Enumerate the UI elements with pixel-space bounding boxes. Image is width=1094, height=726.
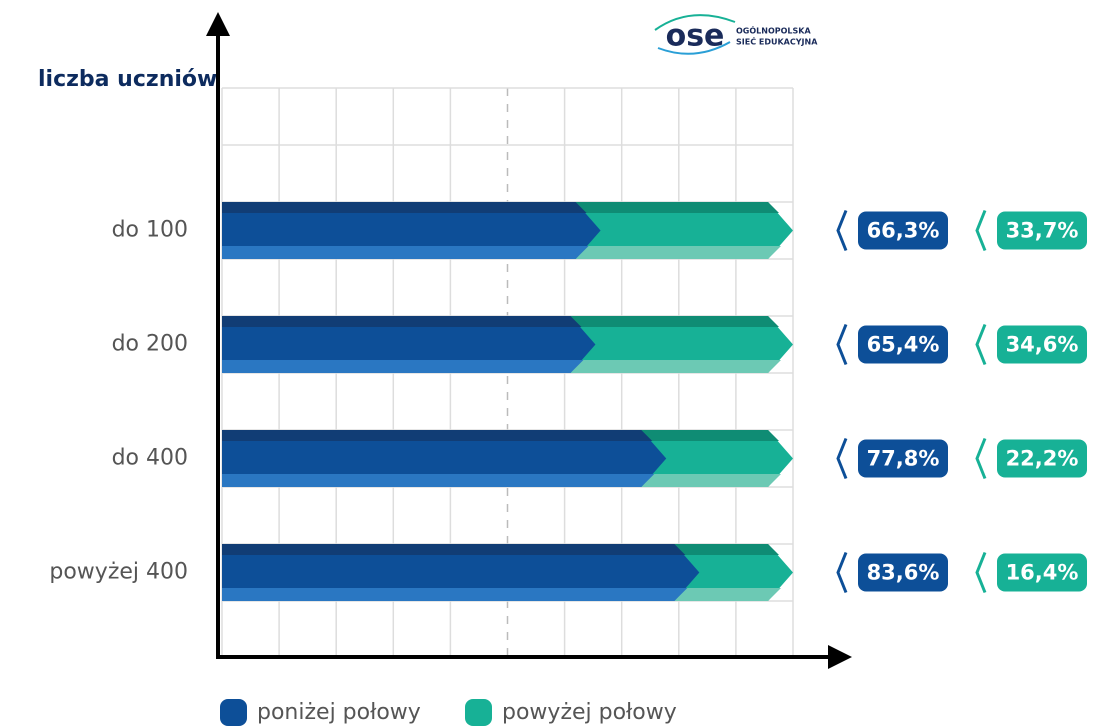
logo-text: SIEĆ EDUKACYJNA (736, 36, 818, 47)
bar-segment (570, 316, 793, 373)
x-axis-arrow (828, 645, 852, 669)
bar-segment (222, 202, 601, 259)
value-badge (858, 553, 948, 592)
axes (206, 12, 852, 669)
bar-segment (674, 544, 793, 601)
category-label: do 400 (112, 446, 188, 471)
bar (222, 544, 700, 601)
value-label: 16,4% (1006, 561, 1079, 585)
bar-shade (222, 430, 653, 441)
chevron (836, 437, 848, 480)
value-badge (858, 439, 948, 478)
bar (222, 430, 667, 487)
value-badge (997, 439, 1087, 478)
bar-shade (575, 246, 781, 259)
bar-shade (222, 588, 688, 601)
bar-segment (641, 430, 793, 487)
bar-shade (641, 474, 781, 487)
value-label: 66,3% (867, 219, 940, 243)
chevron (975, 209, 987, 252)
y-axis-label: liczba uczniów (38, 67, 217, 92)
bar (575, 202, 793, 259)
bar-segment (222, 316, 596, 373)
bar-segment (222, 430, 667, 487)
chevron (836, 551, 848, 594)
bar-shade (222, 202, 587, 213)
bar-shade (222, 360, 584, 373)
value-label: 33,7% (1006, 219, 1079, 243)
value-label: 83,6% (867, 561, 940, 585)
legend-label: powyżej połowy (502, 700, 677, 725)
bar-shade (570, 360, 781, 373)
logo-arc (654, 14, 736, 31)
chevron (975, 437, 987, 480)
bar-shade (222, 544, 686, 555)
bar (570, 316, 793, 373)
value-label: 77,8% (867, 447, 940, 471)
bar-shade (641, 430, 779, 441)
logo-mark: ose (666, 19, 725, 54)
chevron (836, 209, 848, 252)
logo-text: OGÓLNOPOLSKA (736, 25, 811, 36)
category-label: powyżej 400 (49, 560, 188, 585)
legend-swatch (465, 699, 492, 726)
chevron (836, 323, 848, 366)
bar (674, 544, 793, 601)
value-badge (997, 211, 1087, 250)
bar-shade (222, 474, 655, 487)
bar-shade (222, 246, 589, 259)
value-label: 22,2% (1006, 447, 1079, 471)
bar-shade (674, 588, 781, 601)
logo-arc (657, 41, 731, 55)
bar-shade (222, 316, 582, 327)
bar (222, 202, 601, 259)
bar-segment (575, 202, 793, 259)
value-badge (858, 211, 948, 250)
chevron (975, 551, 987, 594)
value-badge (997, 325, 1087, 364)
bar (641, 430, 793, 487)
bar-segment (222, 544, 700, 601)
legend-label: poniżej połowy (257, 700, 421, 725)
category-label: do 200 (112, 332, 188, 357)
value-badge (858, 325, 948, 364)
value-label: 65,4% (867, 333, 940, 357)
legend-swatch (220, 699, 247, 726)
bar (222, 316, 596, 373)
y-axis-arrow (206, 12, 230, 36)
bar-shade (674, 544, 779, 555)
logo: ose OGÓLNOPOLSKA SIEĆ EDUKACYJNA (654, 14, 818, 55)
chevron (975, 323, 987, 366)
bar-shade (575, 202, 779, 213)
category-label: do 100 (112, 218, 188, 243)
value-badge (997, 553, 1087, 592)
value-label: 34,6% (1006, 333, 1079, 357)
bar-shade (570, 316, 779, 327)
